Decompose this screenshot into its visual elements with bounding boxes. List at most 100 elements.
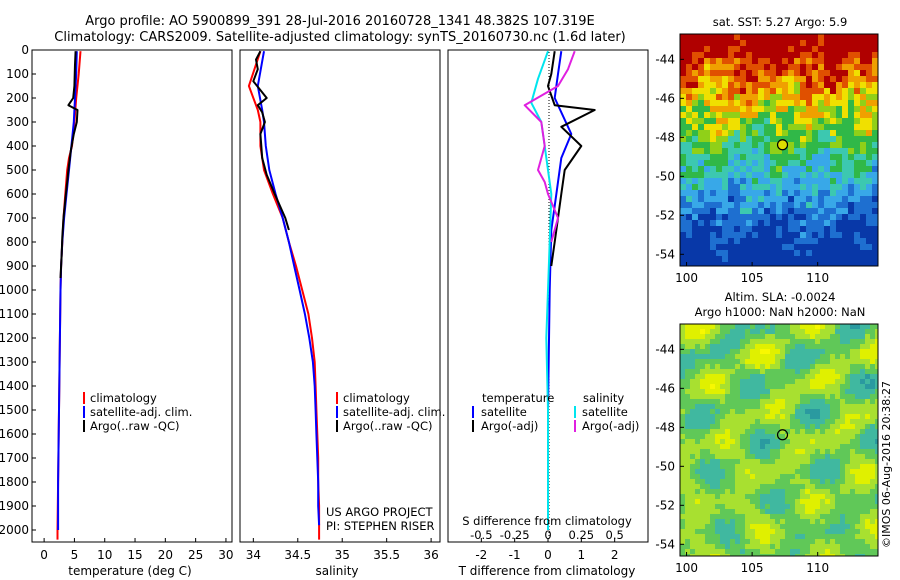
sst-cell [698, 106, 704, 112]
sla-cell [735, 449, 740, 454]
sla-cell [840, 484, 845, 489]
sla-cell [680, 344, 685, 349]
sla-cell [805, 394, 810, 399]
sla-cell [815, 454, 820, 459]
sst-cell [842, 172, 848, 178]
sla-cell [780, 324, 785, 329]
sla-cell [740, 439, 745, 444]
sst-cell [806, 202, 812, 208]
sla-cell [785, 544, 790, 549]
sla-cell [720, 449, 725, 454]
sst-cell [848, 244, 854, 250]
sst-cell [692, 46, 698, 52]
sla-cell [795, 364, 800, 369]
sla-cell [720, 384, 725, 389]
sst-cell [680, 226, 686, 232]
sst-cell [842, 136, 848, 142]
map-ytick-label: -54 [655, 247, 675, 261]
sla-cell [795, 424, 800, 429]
sst-cell [776, 136, 782, 142]
sla-cell [740, 464, 745, 469]
sla-cell [845, 354, 850, 359]
sst-cell [848, 160, 854, 166]
sla-cell [790, 499, 795, 504]
sst-cell [728, 262, 734, 266]
legend-label-satellite: satellite-adj. clim. [90, 405, 192, 419]
sst-cell [860, 40, 866, 46]
sla-cell [855, 554, 860, 556]
sla-cell [830, 534, 835, 539]
sla-cell [710, 449, 715, 454]
sla-cell [735, 504, 740, 509]
sst-cell [800, 202, 806, 208]
sla-cell [840, 494, 845, 499]
map-ytick-label: -46 [655, 91, 675, 105]
sla-cell [685, 419, 690, 424]
sla-cell [860, 499, 865, 504]
sla-cell [850, 509, 855, 514]
sla-cell [845, 379, 850, 384]
sst-cell [776, 64, 782, 70]
sla-cell [750, 499, 755, 504]
sst-cell [866, 196, 872, 202]
sla-cell [820, 409, 825, 414]
sla-cell [725, 484, 730, 489]
sst-cell [860, 82, 866, 88]
sla-cell [795, 539, 800, 544]
sla-cell [770, 544, 775, 549]
sla-cell [875, 424, 878, 429]
sst-cell [686, 166, 692, 172]
sla-cell [750, 379, 755, 384]
sst-cell [710, 112, 716, 118]
sst-cell [698, 136, 704, 142]
sst-cell [842, 196, 848, 202]
sst-cell [728, 250, 734, 256]
sla-cell [755, 549, 760, 554]
sst-cell [728, 178, 734, 184]
sla-cell [745, 354, 750, 359]
sla-cell [710, 359, 715, 364]
sst-cell [848, 202, 854, 208]
sst-cell [830, 178, 836, 184]
sla-cell [730, 384, 735, 389]
sst-cell [710, 148, 716, 154]
sst-cell [824, 190, 830, 196]
sst-cell [752, 202, 758, 208]
sst-cell [776, 178, 782, 184]
sst-cell [866, 148, 872, 154]
sla-cell [765, 434, 770, 439]
sla-cell [875, 529, 878, 534]
sst-cell [698, 64, 704, 70]
sla-cell [840, 514, 845, 519]
sla-cell [845, 339, 850, 344]
sst-cell [746, 178, 752, 184]
sla-cell [790, 399, 795, 404]
sst-cell [842, 256, 848, 262]
sla-cell [860, 394, 865, 399]
sst-cell [776, 256, 782, 262]
sla-cell [735, 474, 740, 479]
sst-cell [836, 142, 842, 148]
sla-cell [870, 539, 875, 544]
sla-cell [800, 384, 805, 389]
xtick-label: 15 [127, 548, 142, 562]
sla-cell [690, 429, 695, 434]
sla-cell [755, 524, 760, 529]
sla-cell [725, 479, 730, 484]
sla-cell [815, 419, 820, 424]
sst-cell [770, 124, 776, 130]
sla-cell [730, 329, 735, 334]
sla-cell [870, 324, 875, 329]
sla-cell [850, 494, 855, 499]
sst-cell [818, 172, 824, 178]
sla-cell [795, 409, 800, 414]
sst-cell [704, 160, 710, 166]
sla-cell [790, 479, 795, 484]
sst-cell [836, 100, 842, 106]
sla-cell [760, 444, 765, 449]
sla-cell [765, 419, 770, 424]
sla-cell [740, 329, 745, 334]
sst-cell [854, 58, 860, 64]
sst-cell [776, 88, 782, 94]
sst-cell [728, 76, 734, 82]
